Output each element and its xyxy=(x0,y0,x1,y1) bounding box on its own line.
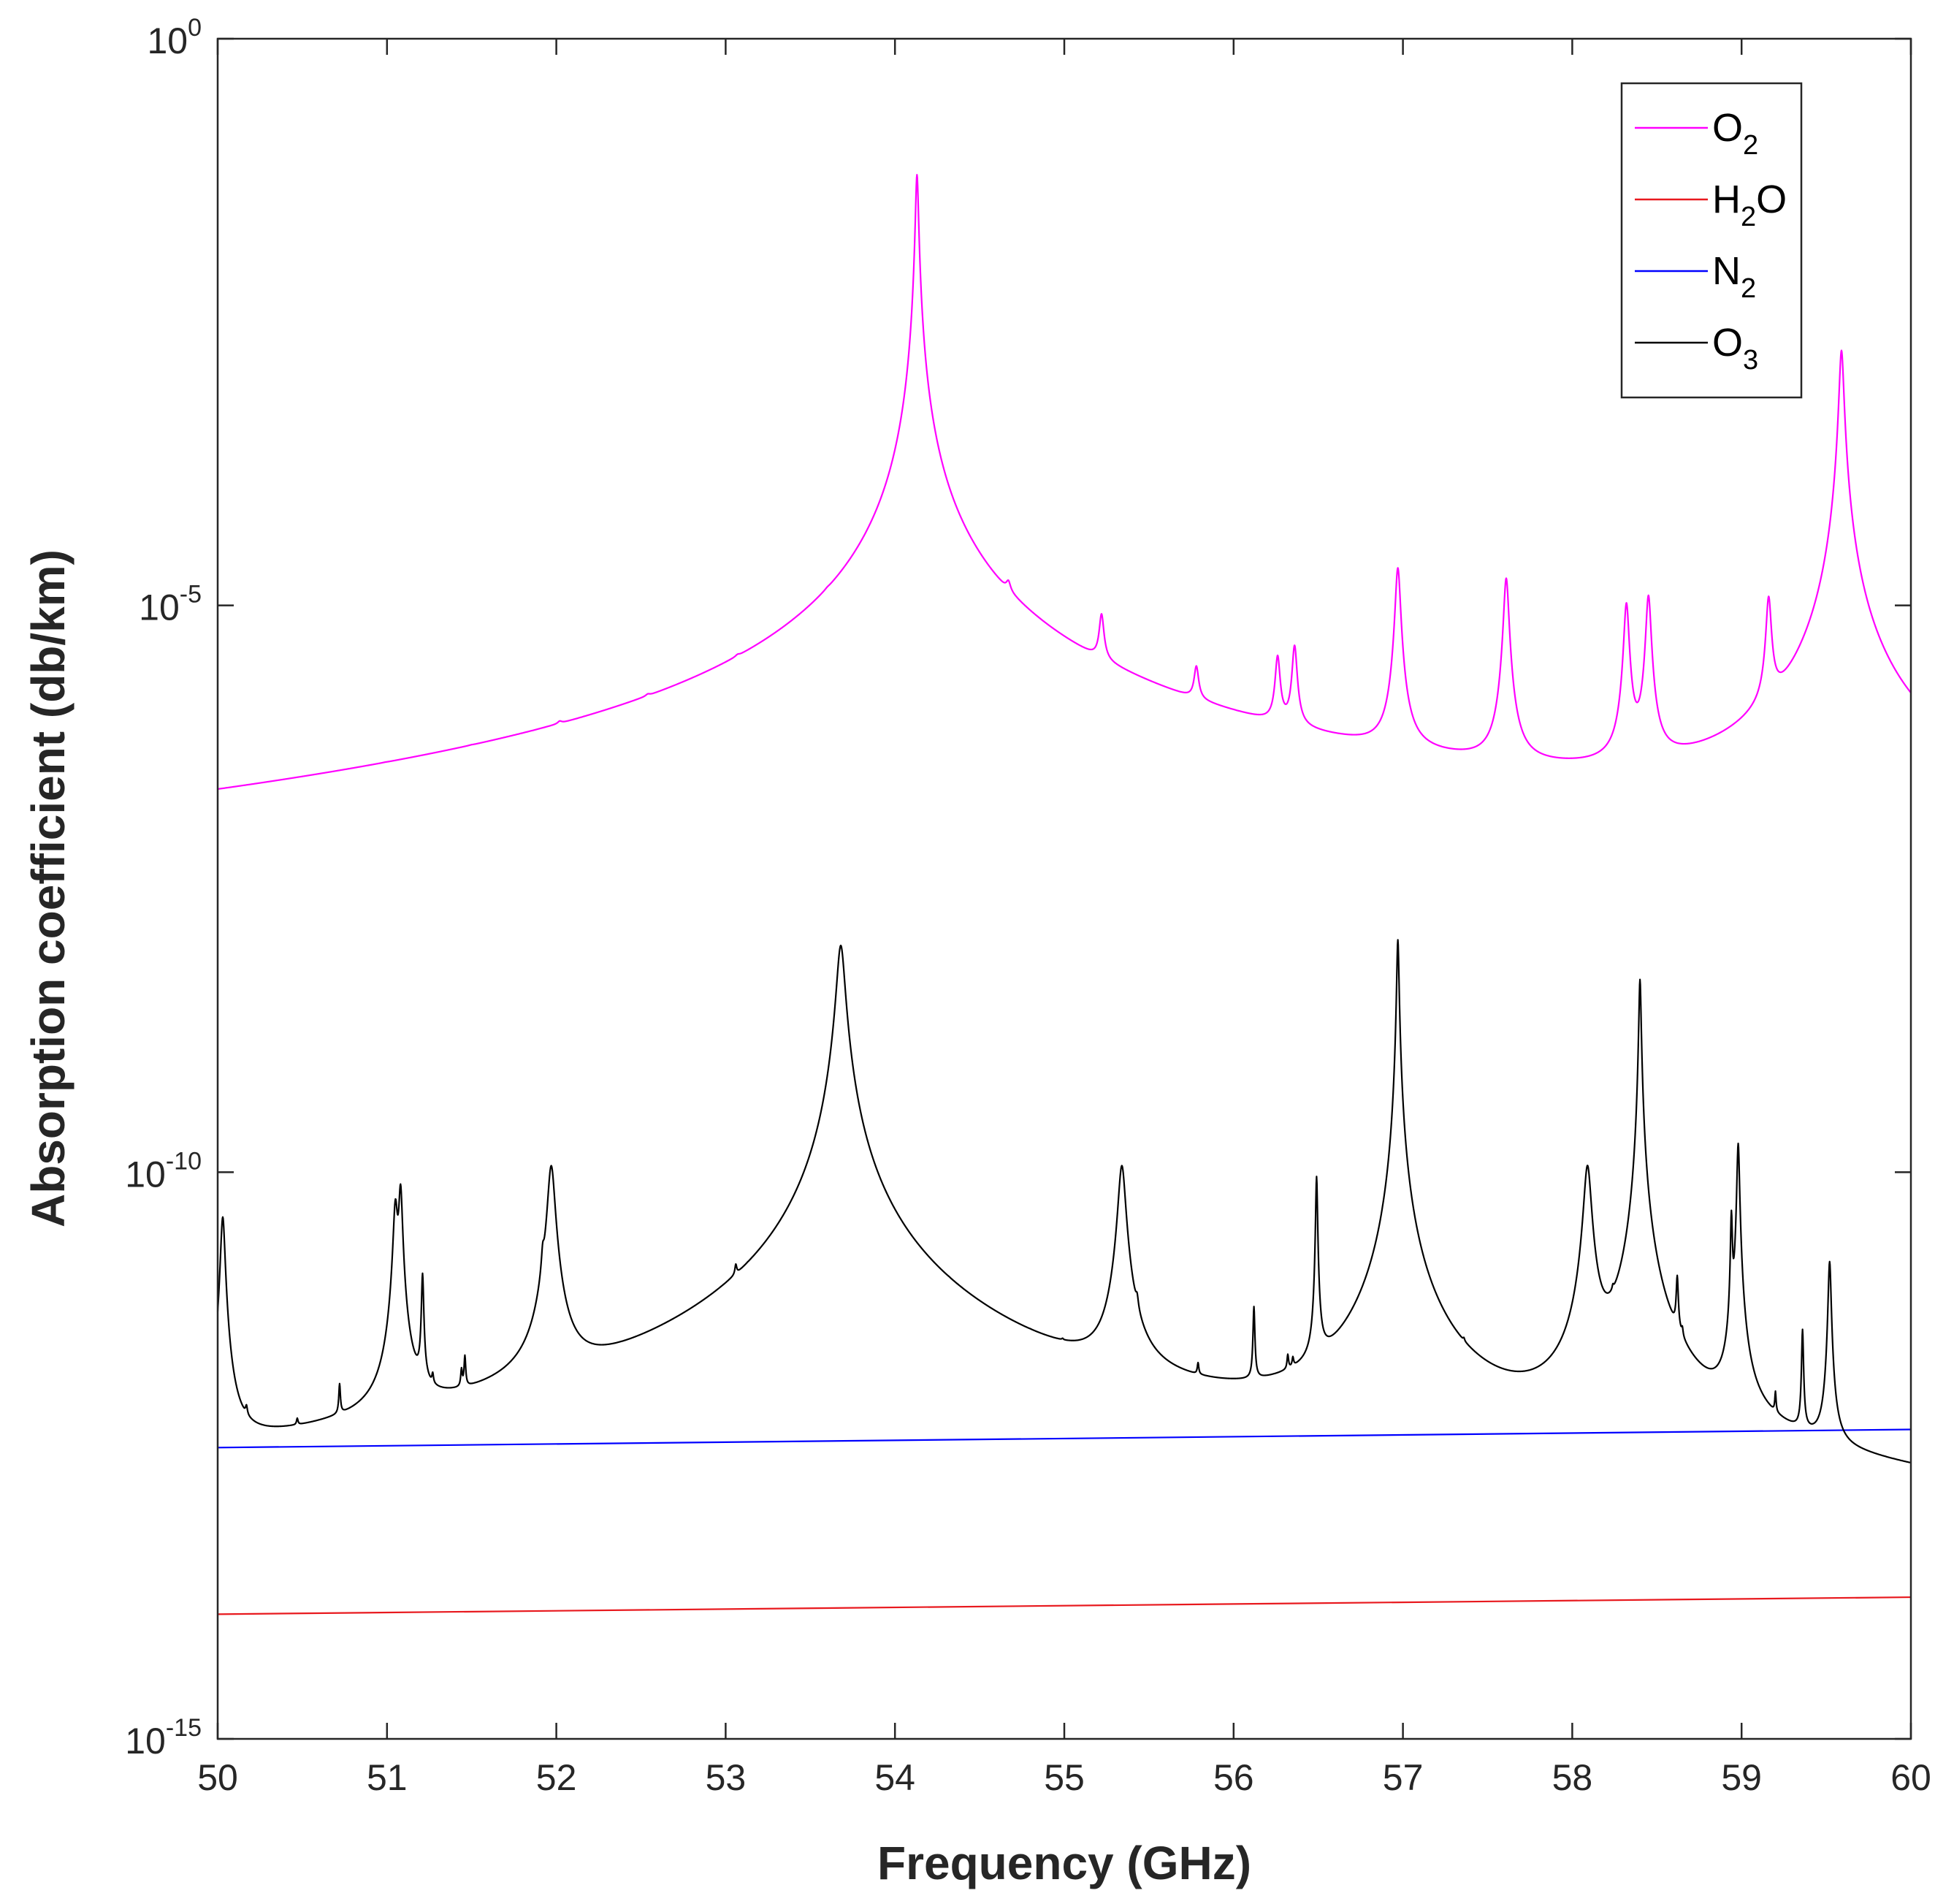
legend-label-o2: O2 xyxy=(1712,106,1758,161)
series-line-o3 xyxy=(216,939,1912,1464)
series-line-h2o xyxy=(217,1596,1912,1615)
y-tick-label: 10-5 xyxy=(139,581,202,628)
legend-label-n2: N2 xyxy=(1712,249,1756,304)
x-tick-label: 50 xyxy=(197,1757,238,1798)
x-tick-label: 58 xyxy=(1552,1757,1593,1798)
series-layer xyxy=(216,174,1912,1615)
x-tick-label: 51 xyxy=(367,1757,408,1798)
series-line-n2 xyxy=(217,1428,1912,1449)
legend-label-o3: O3 xyxy=(1712,321,1758,376)
x-tick-label: 52 xyxy=(536,1757,577,1798)
x-axis-title: Frequency (GHz) xyxy=(877,1837,1251,1889)
legend-label-h2o: H2O xyxy=(1712,178,1787,232)
x-tick-label: 59 xyxy=(1721,1757,1762,1798)
x-axis-ticks: 50 51 52 53 54 55 56 57 58 59 60 xyxy=(197,39,1931,1798)
x-tick-label: 60 xyxy=(1890,1757,1931,1798)
x-tick-label: 54 xyxy=(874,1757,915,1798)
x-tick-label: 56 xyxy=(1213,1757,1254,1798)
y-axis-title: Absorption coefficient (db/km) xyxy=(22,549,75,1227)
y-tick-label: 10-15 xyxy=(125,1714,202,1762)
y-axis-ticks: 100 10-5 10-10 10-15 xyxy=(125,14,1911,1762)
y-tick-label: 100 xyxy=(147,14,202,61)
x-tick-label: 53 xyxy=(706,1757,747,1798)
legend-box xyxy=(1620,82,1803,399)
y-tick-label: 10-10 xyxy=(125,1147,202,1195)
x-tick-label: 57 xyxy=(1383,1757,1424,1798)
series-line-o2 xyxy=(217,174,1912,791)
legend: O2 H2O N2 O3 xyxy=(1620,82,1803,399)
x-tick-label: 55 xyxy=(1044,1757,1085,1798)
